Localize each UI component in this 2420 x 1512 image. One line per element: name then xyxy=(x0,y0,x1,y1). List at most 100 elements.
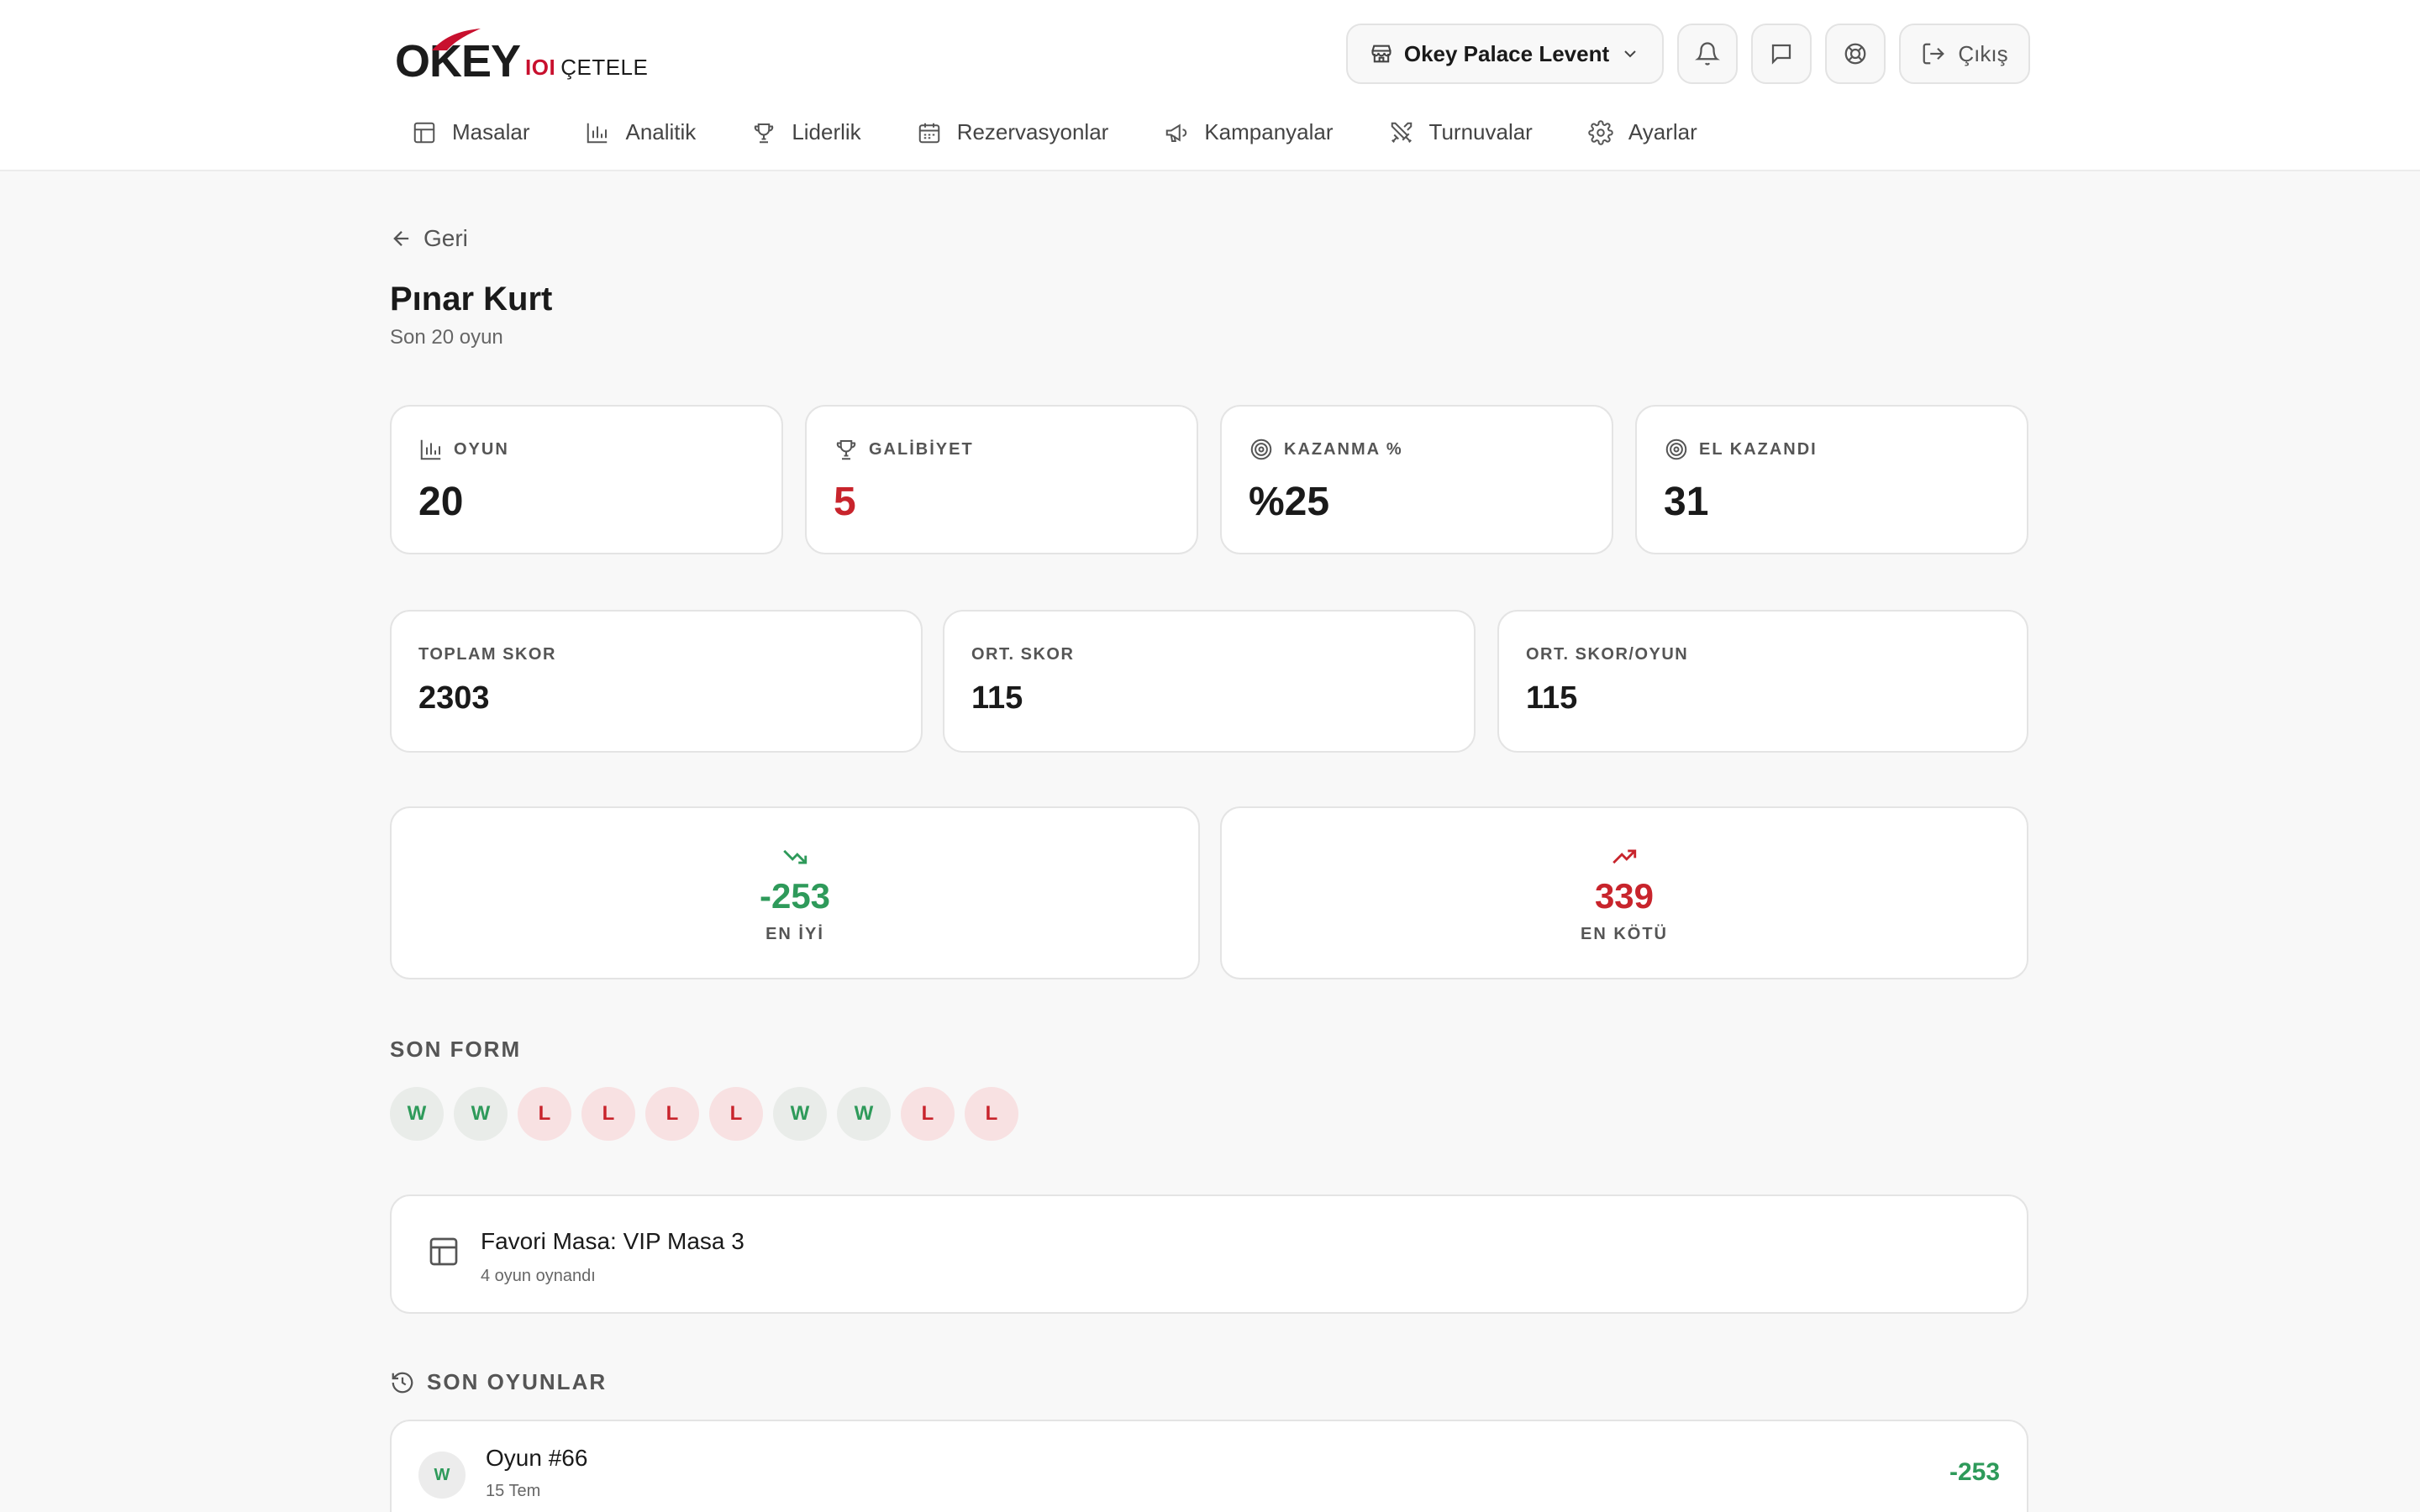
score-label: ORT. SKOR/OYUN xyxy=(1526,645,1689,664)
worst-score-label: EN KÖTÜ xyxy=(1581,924,1668,943)
nav-item-ayarlar[interactable]: Ayarlar xyxy=(1588,119,1697,145)
stat-label-text: OYUN xyxy=(454,439,509,459)
best-score-label: EN İYİ xyxy=(765,924,824,943)
support-icon xyxy=(1844,43,1866,65)
notifications-button[interactable] xyxy=(1677,24,1738,84)
favorite-table-subtitle: 4 oyun oynandı xyxy=(481,1267,596,1285)
trending-down-icon xyxy=(783,849,808,864)
form-result-pill: W xyxy=(390,1087,444,1141)
game-title: Oyun #66 xyxy=(486,1445,588,1471)
nav-item-liderlik[interactable]: Liderlik xyxy=(751,119,861,145)
worst-score-card: 339 EN KÖTÜ xyxy=(1220,806,2028,979)
score-card-total: TOPLAM SKOR 2303 xyxy=(390,610,923,753)
stat-value: 20 xyxy=(418,480,464,524)
form-result-pill: L xyxy=(645,1087,699,1141)
stat-card-wins: GALİBİYET 5 xyxy=(805,405,1198,554)
stat-card-games: OYUN 20 xyxy=(390,405,783,554)
chevron-down-icon xyxy=(1624,50,1636,58)
gear-icon xyxy=(1588,119,1613,145)
game-date: 15 Tem xyxy=(486,1482,541,1500)
nav-label: Rezervasyonlar xyxy=(956,119,1109,144)
stat-label-text: GALİBİYET xyxy=(869,439,974,459)
score-value: 115 xyxy=(1526,680,1578,716)
nav-item-analitik[interactable]: Analitik xyxy=(585,119,696,145)
score-card-average: ORT. SKOR 115 xyxy=(943,610,1476,753)
form-result-pill: L xyxy=(581,1087,635,1141)
form-result-pill: W xyxy=(837,1087,891,1141)
main-nav: Masalar Analitik Liderlik Rezervasyonlar… xyxy=(412,119,1753,145)
top-header: OKEY IOI ÇETELE Okey Palace Levent Çıkış … xyxy=(0,0,2420,171)
arrow-left-icon xyxy=(393,231,409,246)
score-value: 115 xyxy=(971,680,1023,716)
nav-item-masalar[interactable]: Masalar xyxy=(412,119,529,145)
logo-swoosh-icon xyxy=(432,29,481,50)
stat-value: 31 xyxy=(1664,480,1709,524)
form-results: W W L L L L W W L L xyxy=(390,1087,1018,1141)
venue-selector[interactable]: Okey Palace Levent xyxy=(1346,24,1664,84)
nav-item-turnuvalar[interactable]: Turnuvalar xyxy=(1389,119,1533,145)
logout-icon xyxy=(1923,43,1945,65)
form-result-pill: L xyxy=(965,1087,1018,1141)
nav-label: Masalar xyxy=(452,119,530,144)
form-result-pill: L xyxy=(518,1087,571,1141)
form-label: SON FORM xyxy=(390,1037,522,1062)
swords-icon xyxy=(1391,122,1412,143)
page-subtitle: Son 20 oyun xyxy=(390,326,503,349)
trophy-icon xyxy=(755,123,774,143)
store-icon xyxy=(1371,45,1392,63)
recent-games-title: SON OYUNLAR xyxy=(390,1369,607,1395)
score-label: ORT. SKOR xyxy=(971,645,1075,664)
bar-chart-icon xyxy=(420,439,441,460)
bar-chart-icon xyxy=(587,123,608,143)
logo-ioi: IOI xyxy=(525,55,556,80)
megaphone-icon xyxy=(1166,123,1187,142)
score-value: 2303 xyxy=(418,680,490,716)
logo-subtitle: IOI ÇETELE xyxy=(525,55,648,81)
nav-item-kampanyalar[interactable]: Kampanyalar xyxy=(1164,119,1334,145)
logout-label: Çıkış xyxy=(1958,40,2008,66)
game-result-badge: W xyxy=(418,1452,466,1499)
favorite-table-card[interactable]: Favori Masa: VIP Masa 3 4 oyun oynandı xyxy=(390,1194,2028,1314)
score-label: TOPLAM SKOR xyxy=(418,645,556,664)
calendar-icon xyxy=(918,123,939,143)
stat-label: OYUN xyxy=(418,437,509,462)
logo-text: OKEY xyxy=(395,36,521,87)
nav-label: Liderlik xyxy=(792,119,861,144)
form-result-pill: L xyxy=(901,1087,955,1141)
stat-card-hands-won: EL KAZANDI 31 xyxy=(1635,405,2028,554)
logo-sub-text: ÇETELE xyxy=(560,55,649,80)
form-result-pill: W xyxy=(773,1087,827,1141)
worst-score-value: 339 xyxy=(1594,875,1655,916)
venue-name: Okey Palace Levent xyxy=(1403,40,1610,66)
page-title: Pınar Kurt xyxy=(390,281,553,318)
nav-label: Ayarlar xyxy=(1628,119,1697,144)
form-result-pill: W xyxy=(454,1087,508,1141)
support-button[interactable] xyxy=(1825,24,1886,84)
messages-button[interactable] xyxy=(1751,24,1812,84)
stat-label: EL KAZANDI xyxy=(1664,437,1818,462)
logo-okey: OKEY xyxy=(395,29,521,87)
nav-item-rezervasyonlar[interactable]: Rezervasyonlar xyxy=(917,119,1109,145)
stat-value: %25 xyxy=(1249,480,1330,524)
history-icon xyxy=(392,1372,413,1393)
stat-label-text: EL KAZANDI xyxy=(1699,439,1818,459)
best-score-value: -253 xyxy=(759,875,831,916)
form-section-title: SON FORM xyxy=(390,1037,521,1063)
back-link[interactable]: Geri xyxy=(390,225,468,252)
best-score-card: -253 EN İYİ xyxy=(390,806,1200,979)
target-icon xyxy=(1665,438,1687,460)
bell-icon xyxy=(1695,42,1720,66)
trophy-icon xyxy=(836,440,856,460)
chat-icon xyxy=(1771,44,1791,65)
nav-label: Kampanyalar xyxy=(1204,119,1334,144)
stat-card-win-rate: KAZANMA % %25 xyxy=(1220,405,1613,554)
logout-button[interactable]: Çıkış xyxy=(1899,24,2030,84)
nav-label: Turnuvalar xyxy=(1428,119,1533,144)
favorite-table-title: Favori Masa: VIP Masa 3 xyxy=(481,1228,744,1254)
target-icon xyxy=(1250,438,1272,460)
game-row[interactable]: W Oyun #66 15 Tem -253 xyxy=(390,1420,2028,1512)
back-label: Geri xyxy=(424,225,468,251)
stat-label: KAZANMA % xyxy=(1249,437,1403,462)
brand-logo[interactable]: OKEY IOI ÇETELE xyxy=(395,29,648,87)
score-card-average-per-game: ORT. SKOR/OYUN 115 xyxy=(1497,610,2028,753)
